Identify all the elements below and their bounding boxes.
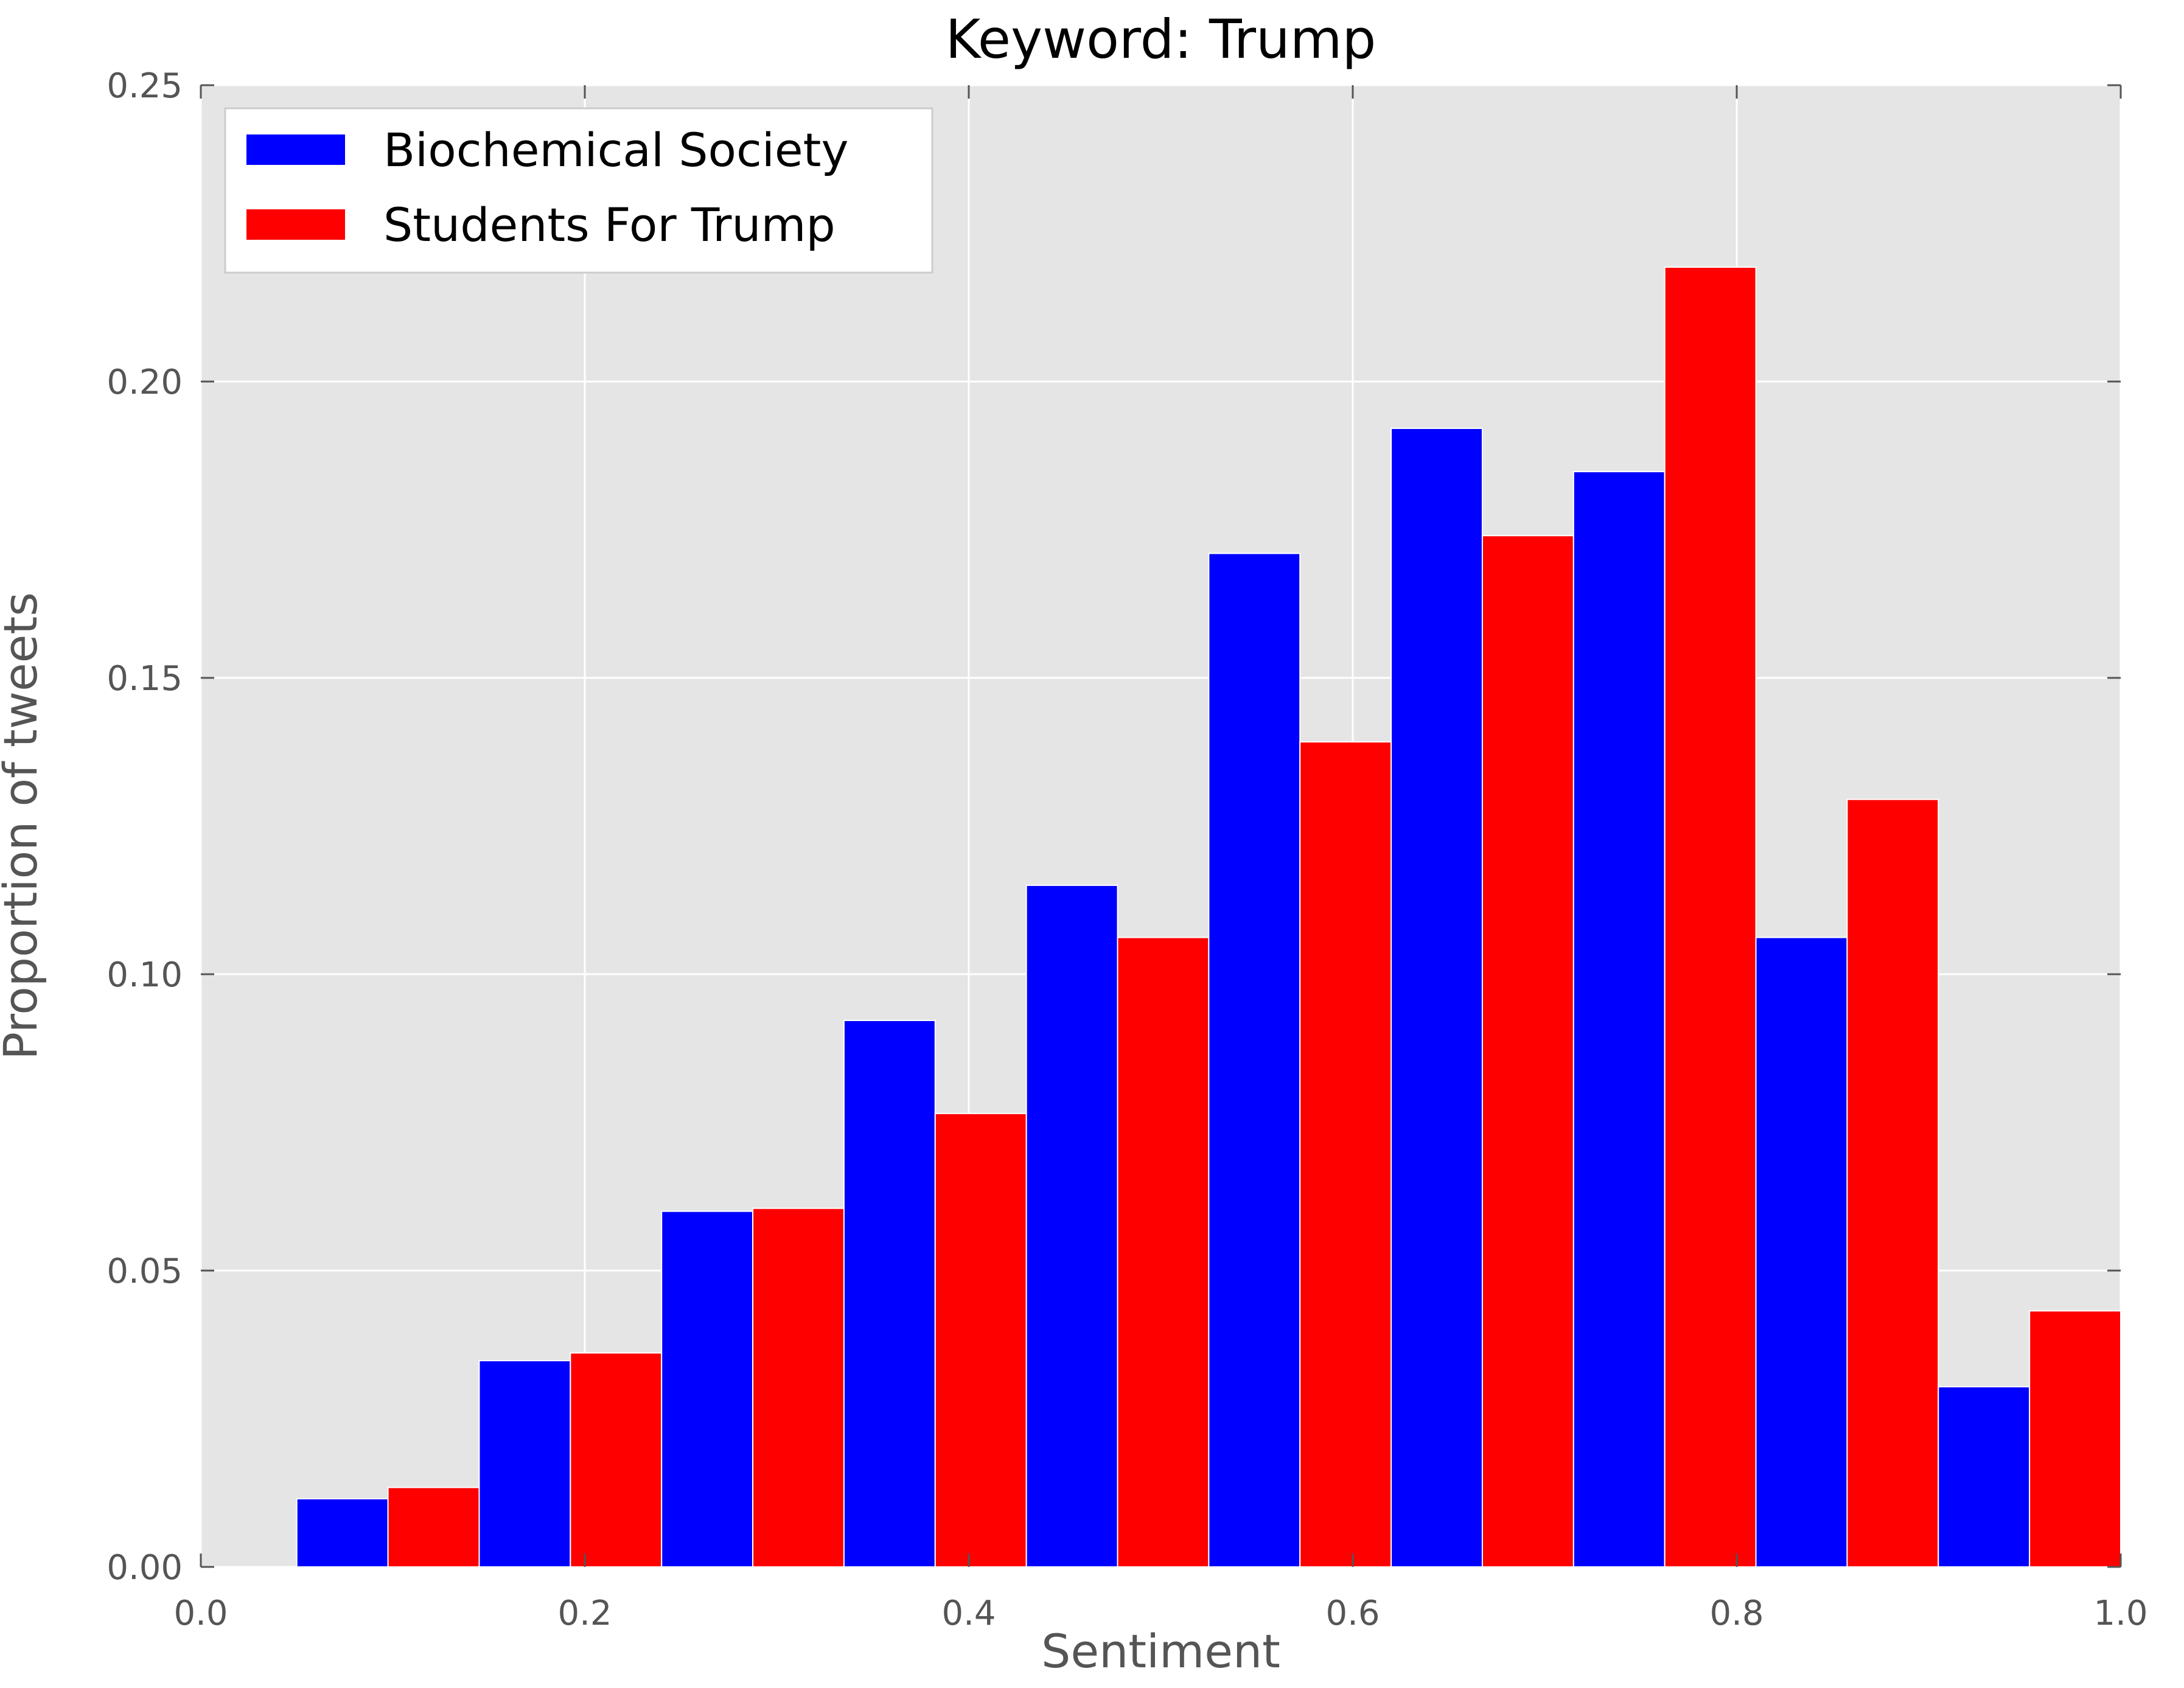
bar-biochemical-society — [1025, 884, 1118, 1568]
legend-swatch — [246, 134, 345, 165]
bar-biochemical-society — [1755, 936, 1848, 1568]
bar-students-for-trump — [752, 1207, 845, 1568]
grid-lines — [200, 84, 2122, 1568]
x-tick-label: 0.2 — [557, 1594, 612, 1633]
bar-students-for-trump — [934, 1112, 1027, 1568]
y-tick-label: 0.20 — [106, 363, 183, 402]
y-tick-label: 0.10 — [106, 955, 183, 995]
bar-students-for-trump — [1664, 267, 1757, 1568]
legend-label: Biochemical Society — [383, 123, 848, 177]
bar-biochemical-society — [843, 1019, 936, 1568]
y-tick-label: 0.15 — [106, 659, 183, 699]
x-tick-label: 0.6 — [1325, 1594, 1380, 1633]
ticks: 0.0 0.2 0.4 0.6 0.8 1.0 0.00 0.05 0.10 0.15 0.20 0.… — [106, 66, 2147, 1633]
bar-biochemical-society — [661, 1210, 754, 1568]
bar-biochemical-society — [296, 1498, 389, 1568]
plot-frame — [200, 85, 2121, 1568]
x-tick-label: 1.0 — [2093, 1594, 2147, 1633]
bar-biochemical-society — [478, 1360, 571, 1568]
bar-biochemical-society — [1390, 427, 1483, 1568]
chart-title: Keyword: Trump — [946, 8, 1376, 71]
bar-students-for-trump — [1846, 798, 1939, 1568]
legend-label: Students For Trump — [383, 198, 836, 252]
y-tick-label: 0.25 — [106, 66, 183, 106]
legend-swatch — [246, 209, 345, 240]
bar-students-for-trump — [1481, 535, 1574, 1568]
x-tick-label: 0.8 — [1709, 1594, 1764, 1633]
bar-students-for-trump — [1299, 741, 1392, 1568]
y-tick-label: 0.00 — [106, 1548, 183, 1588]
bar-students-for-trump — [2029, 1310, 2121, 1568]
bar-students-for-trump — [1117, 936, 1210, 1568]
x-tick-label: 0.4 — [941, 1594, 996, 1633]
y-tick-label: 0.05 — [106, 1252, 183, 1291]
bars — [296, 267, 2121, 1568]
bar-biochemical-society — [1208, 553, 1301, 1568]
bar-students-for-trump — [570, 1352, 663, 1568]
legend: Biochemical Society Students For Trump — [224, 107, 933, 274]
bar-biochemical-society — [1572, 471, 1666, 1568]
x-tick-label: 0.0 — [173, 1594, 228, 1633]
y-axis-label: Proportion of tweets — [0, 592, 47, 1060]
x-axis-label: Sentiment — [1041, 1624, 1280, 1678]
bar-students-for-trump — [387, 1487, 480, 1568]
bar-biochemical-society — [1938, 1386, 2031, 1568]
